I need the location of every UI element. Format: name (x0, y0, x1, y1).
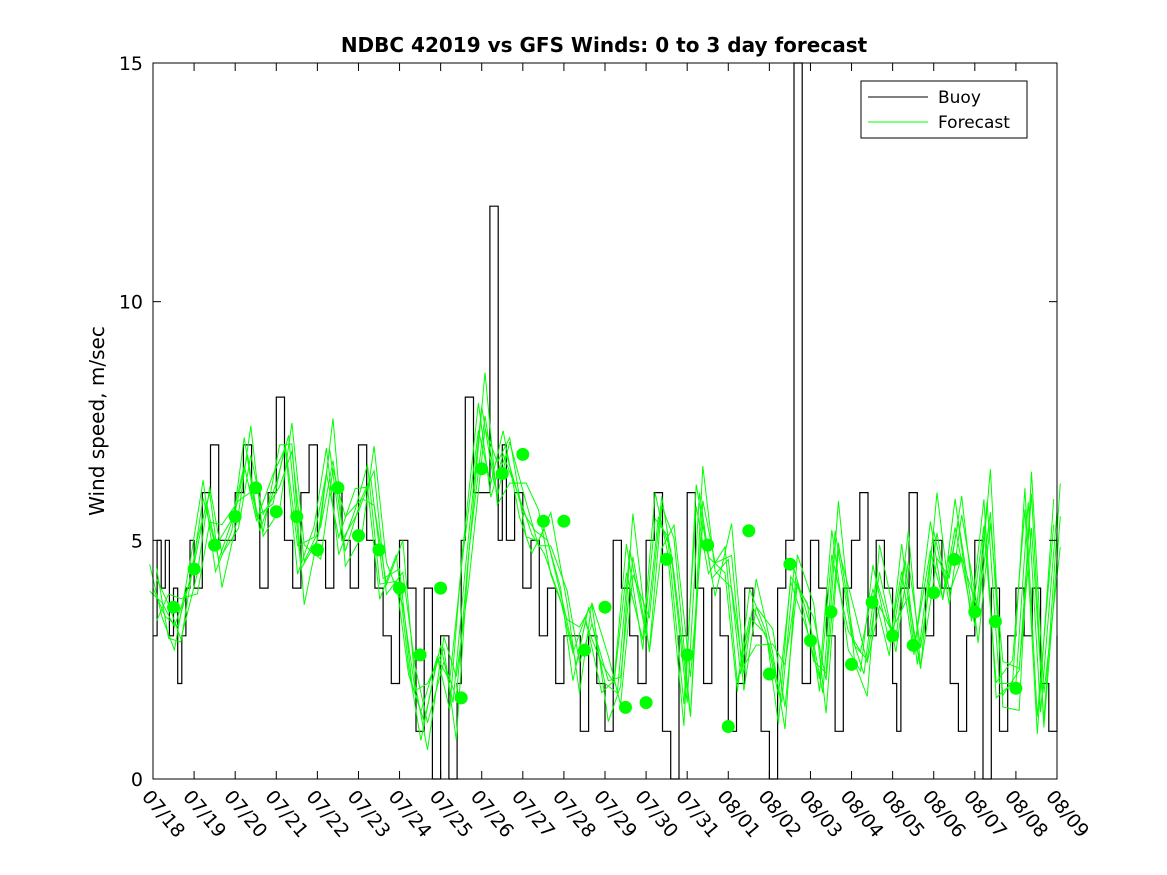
forecast-marker (331, 481, 345, 495)
x-tick-label: 08/04 (836, 786, 888, 842)
series-buoy-line (153, 62, 1058, 780)
forecast-marker (783, 557, 797, 571)
forecast-marker (495, 467, 509, 480)
forecast-marker (187, 562, 201, 576)
x-tick-label: 07/30 (630, 786, 682, 842)
forecast-marker (639, 696, 653, 710)
forecast-marker (290, 510, 304, 523)
forecast-marker (516, 447, 530, 461)
x-tick-label: 07/28 (548, 786, 600, 842)
x-tick-label: 08/01 (712, 786, 764, 842)
x-tick-label: 07/22 (302, 786, 354, 842)
forecast-marker (167, 600, 180, 614)
forecast-marker (372, 543, 386, 557)
x-tick-label: 07/24 (384, 786, 436, 842)
forecast-marker (824, 605, 838, 619)
x-tick-label: 08/08 (1000, 786, 1052, 842)
plot-area (149, 62, 1061, 780)
forecast-marker (598, 600, 612, 614)
x-tick-label: 07/27 (507, 786, 559, 842)
forecast-marker (352, 529, 365, 543)
x-tick-label: 08/09 (1041, 786, 1093, 842)
forecast-marker (988, 615, 1002, 628)
x-tick-label: 07/26 (466, 786, 518, 842)
forecast-marker (680, 648, 694, 662)
legend-forecast-label: Forecast (938, 113, 1010, 133)
legend: Buoy Forecast (860, 80, 1028, 139)
forecast-marker (434, 581, 448, 595)
forecast-marker (393, 581, 406, 595)
x-tick-label: 08/06 (918, 786, 970, 842)
chart-title: NDBC 42019 vs GFS Winds: 0 to 3 day fore… (341, 33, 868, 57)
y-axis-label: Wind speed, m/sec (85, 326, 109, 516)
forecast-marker (310, 543, 324, 557)
x-tick-label: 07/31 (671, 786, 723, 842)
plot-background (153, 63, 1057, 779)
forecast-marker (228, 510, 242, 523)
forecast-marker (804, 634, 817, 648)
legend-box (860, 80, 1028, 139)
x-tick-label: 07/19 (178, 786, 230, 842)
forecast-marker (721, 720, 735, 733)
forecast-marker (845, 657, 858, 671)
forecast-marker (947, 552, 961, 566)
x-tick-label: 08/02 (754, 786, 806, 842)
forecast-marker (475, 462, 489, 476)
x-tick-label: 07/18 (137, 786, 189, 842)
series-forecast-line-4 (149, 402, 1055, 717)
x-tick-label: 08/05 (877, 786, 929, 842)
forecast-marker (660, 552, 674, 566)
x-tick-label: 08/07 (959, 786, 1011, 842)
forecast-marker (865, 595, 879, 609)
series-forecast-line-5 (155, 372, 1061, 741)
series-forecast-line-2 (149, 430, 1055, 741)
forecast-marker (619, 700, 632, 714)
forecast-marker (269, 505, 283, 519)
x-tick-label: 07/29 (589, 786, 641, 842)
forecast-marker (249, 481, 263, 495)
y-tick-label: 5 (131, 530, 143, 552)
forecast-marker (762, 667, 776, 681)
forecast-marker (927, 586, 941, 600)
x-tick-label: 07/21 (260, 786, 312, 842)
x-tick-label: 07/25 (425, 786, 477, 842)
forecast-marker (968, 605, 982, 619)
forecast-marker (454, 691, 468, 705)
y-axis: 0 5 10 15 (119, 53, 1057, 791)
legend-buoy-label: Buoy (938, 88, 981, 108)
forecast-marker (413, 648, 427, 662)
forecast-marker (536, 514, 550, 528)
y-tick-label: 10 (119, 292, 143, 314)
forecast-marker (701, 538, 715, 552)
forecast-marker (886, 629, 900, 643)
x-tick-label: 07/23 (343, 786, 395, 842)
x-tick-label: 07/20 (219, 786, 271, 842)
forecast-marker (208, 538, 222, 552)
series-forecast-line-3 (155, 415, 1061, 728)
forecast-marker (578, 643, 591, 657)
forecast-marker (557, 514, 571, 528)
y-tick-label: 15 (119, 53, 143, 75)
series-forecast-line-1 (155, 422, 1061, 750)
forecast-marker (742, 524, 756, 538)
y-tick-label: 0 (131, 769, 143, 791)
forecast-marker (1009, 681, 1023, 695)
x-tick-label: 08/03 (795, 786, 847, 842)
forecast-marker (906, 638, 920, 652)
series-layer (149, 62, 1061, 780)
